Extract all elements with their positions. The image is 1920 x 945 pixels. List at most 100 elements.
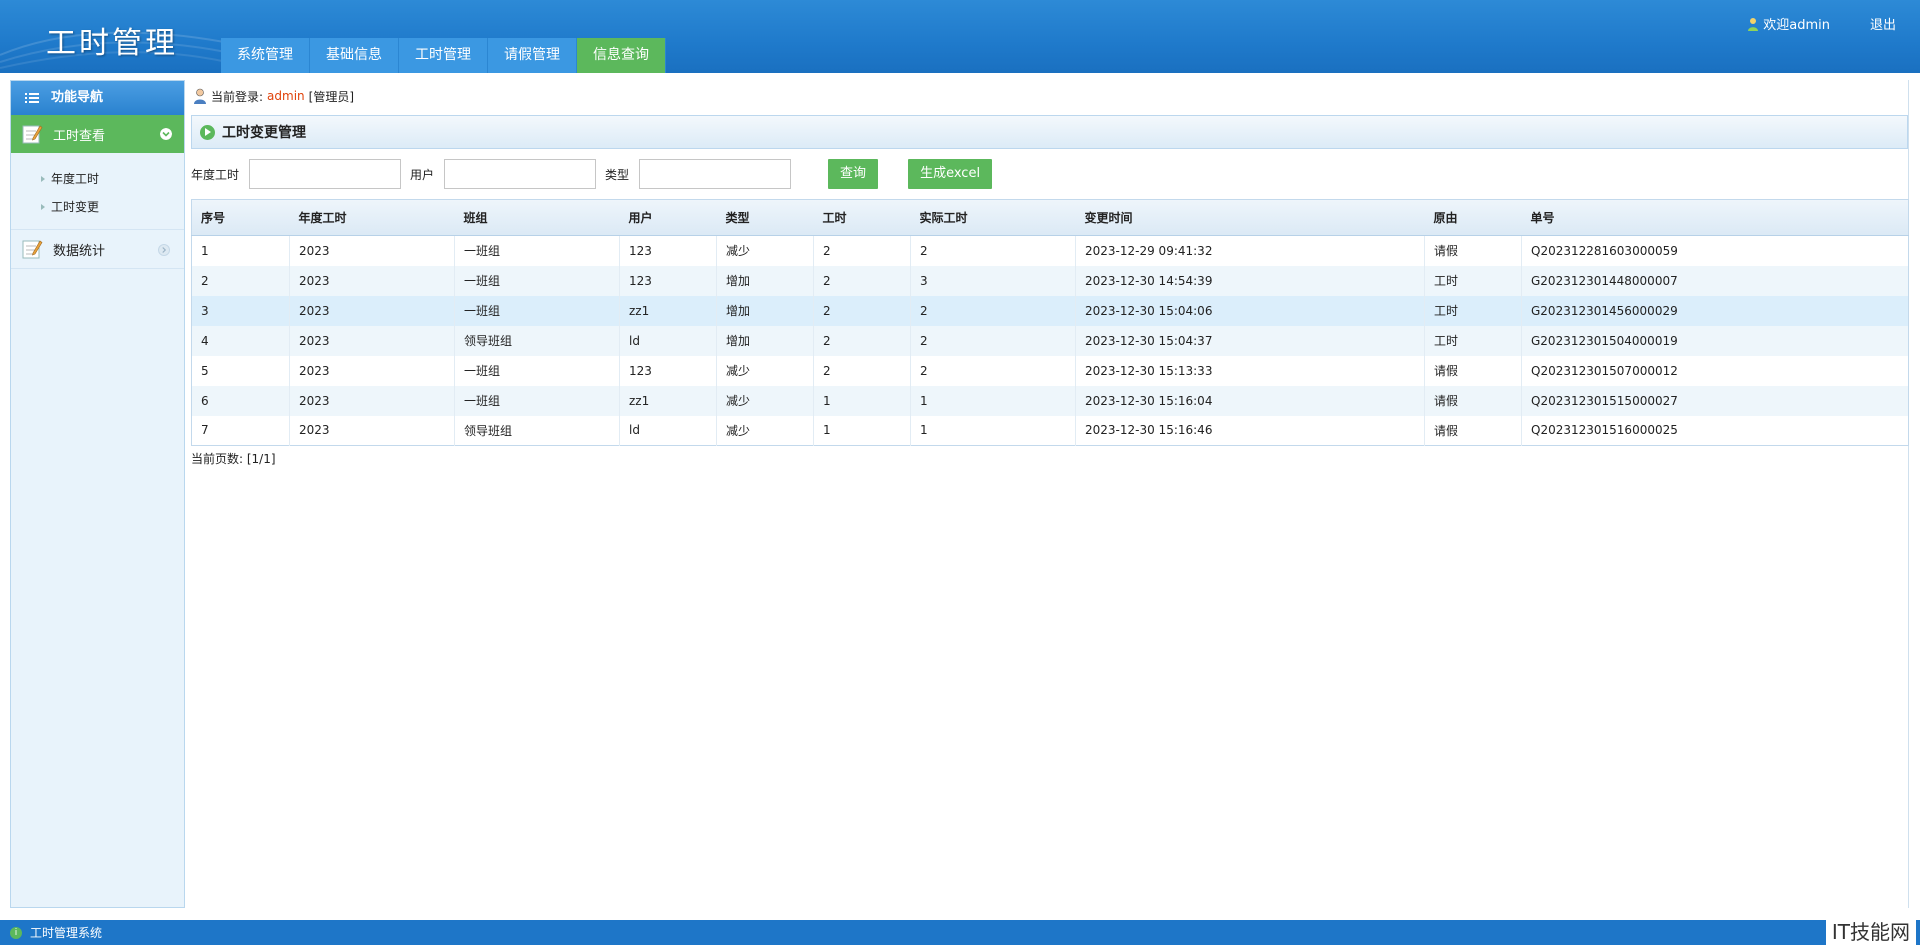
table-cell: 2 [201,273,209,288]
table-cell: 减少 [716,355,814,386]
header-swoosh-decoration [0,31,240,69]
table-row[interactable]: 6 2023 一班组 zz1 减少 1 1 2023-12-30 15:16:04 请假 Q202… [191,385,1909,416]
column-header: 实际工时 [910,199,1076,236]
search-form: 年度工时 用户 类型 查询 生成excel [191,149,1908,199]
table-header-row: 序号 年度工时 班组 用户 类型 工时 实际工时 变更时间 原由 单号 [191,199,1909,236]
table-row[interactable]: 5 2023 一班组 123 减少 2 2 2023-12-30 15:13:33 请假 Q202… [192,355,1909,386]
table-cell: 4 [201,333,209,348]
column-header: 年度工时 [289,199,455,236]
login-role: [管理员] [308,89,355,104]
table-cell: 2023-12-30 15:04:06 [1075,295,1425,326]
column-header: 原由 [1424,199,1522,236]
table-cell: Q202312301507000012 [1521,355,1909,386]
table-cell: 1 [813,385,911,416]
table-cell: 减少 [716,235,814,266]
edit-note-icon [22,240,43,259]
user-icon [194,88,206,104]
table-cell: 3 [910,265,1076,296]
table-row[interactable]: 3 2023 一班组 zz1 增加 2 2 2023-12-30 15:04:06 工时 G202… [191,295,1909,326]
sidebar-header: 功能导航 [11,81,184,115]
sidebar-group-label: 数据统计 [53,243,106,259]
nav-leave-management[interactable]: 请假管理 [488,38,577,73]
column-header: 用户 [619,199,717,236]
table-cell: 减少 [716,415,814,446]
table-cell: 2023 [289,325,455,356]
table-cell: Q202312301515000027 [1521,385,1909,416]
user-input[interactable] [444,159,597,189]
list-icon [25,93,39,103]
login-prefix: 当前登录: [211,89,264,104]
type-input[interactable] [639,159,792,189]
table-cell: 领导班组 [454,325,620,356]
chevron-right-icon [158,244,170,256]
table-cell: 一班组 [454,385,620,416]
table-row[interactable]: 2 2023 一班组 123 增加 2 3 2023-12-30 14:54:39 工时 G202… [191,265,1909,296]
table-cell: 2 [813,235,911,266]
sidebar-group-statistics[interactable]: 数据统计 [11,229,184,269]
table-row[interactable]: 4 2023 领导班组 ld 增加 2 2 2023-12-30 15:04:37 工时 G202… [191,325,1909,356]
table-row[interactable]: 7 2023 领导班组 ld 减少 1 1 2023-12-30 15:16:46 请假 Q202… [192,415,1909,446]
sidebar-item-label: 工时变更 [51,200,100,214]
table-cell: 一班组 [454,235,620,266]
table-cell: 工时 [1424,265,1522,296]
table-cell: 5 [201,363,209,378]
footer-system-name: 工时管理系统 [30,926,103,940]
table-cell: 6 [201,393,209,408]
user-label: 用户 [410,167,435,182]
table-cell: Q202312301516000025 [1521,415,1909,446]
table-cell: G202312301448000007 [1521,265,1909,296]
table-cell: 2 [910,295,1076,326]
table-cell: 2 [813,325,911,356]
table-cell: 请假 [1424,355,1522,386]
table-cell: 工时 [1424,295,1522,326]
column-header: 工时 [813,199,911,236]
table-cell: 3 [201,303,209,318]
sidebar-item-label: 年度工时 [51,172,100,186]
table-row[interactable]: 1 2023 一班组 123 减少 2 2 2023-12-29 09:41:32 请假 Q202… [192,235,1909,266]
column-header: 变更时间 [1075,199,1425,236]
export-excel-button[interactable]: 生成excel [908,159,993,189]
sidebar-item-annual-hours[interactable]: 年度工时 [41,165,184,193]
watermark: IT技能网 [1825,920,1916,945]
year-input[interactable] [249,159,402,189]
query-button[interactable]: 查询 [828,159,879,189]
nav-system-management[interactable]: 系统管理 [221,38,310,73]
table-cell: 2 [813,355,911,386]
page-title: 工时变更管理 [222,125,306,141]
table-cell: 2023-12-30 15:16:04 [1075,385,1425,416]
nav-info-query[interactable]: 信息查询 [577,38,666,73]
nav-basic-info[interactable]: 基础信息 [310,38,399,73]
table-cell: 1 [910,385,1076,416]
login-username: admin [267,89,305,103]
sidebar-group-hours-view[interactable]: 工时查看 [11,115,184,153]
table-cell: 2023-12-30 15:04:37 [1075,325,1425,356]
table-cell: 2 [910,235,1076,266]
table-cell: 请假 [1424,385,1522,416]
welcome-text: 欢迎admin [1763,18,1830,33]
edit-note-icon [22,125,43,144]
logout-link[interactable]: 退出 [1869,18,1896,33]
table-cell: zz1 [619,385,717,416]
main-content: 当前登录: admin [管理员] 工时变更管理 年度工时 用户 类型 查询 生… [191,80,1909,908]
page-title-bar: 工时变更管理 [191,115,1908,149]
sidebar-title: 功能导航 [51,90,104,105]
table-cell: 1 [813,415,911,446]
sidebar-item-hours-change[interactable]: 工时变更 [41,193,184,221]
bullet-arrow-icon [41,176,45,182]
sidebar-group-label: 工时查看 [53,128,106,144]
nav-hours-management[interactable]: 工时管理 [399,38,488,73]
column-header: 单号 [1521,199,1909,236]
table-cell: 2023-12-30 15:13:33 [1075,355,1425,386]
table-cell: 123 [619,235,717,266]
table-cell: 2023-12-29 09:41:32 [1075,235,1425,266]
login-info: 当前登录: admin [管理员] [191,80,1908,112]
table-cell: 1 [910,415,1076,446]
play-circle-icon [200,124,215,140]
table-cell: 2023 [289,295,455,326]
table-cell: ld [619,325,717,356]
table-cell: 2023-12-30 15:16:46 [1075,415,1425,446]
table-cell: 工时 [1424,325,1522,356]
status-footer: i 工时管理系统 [0,920,1920,945]
table-cell: Q202312281603000059 [1521,235,1909,266]
chevron-down-icon [160,128,172,140]
